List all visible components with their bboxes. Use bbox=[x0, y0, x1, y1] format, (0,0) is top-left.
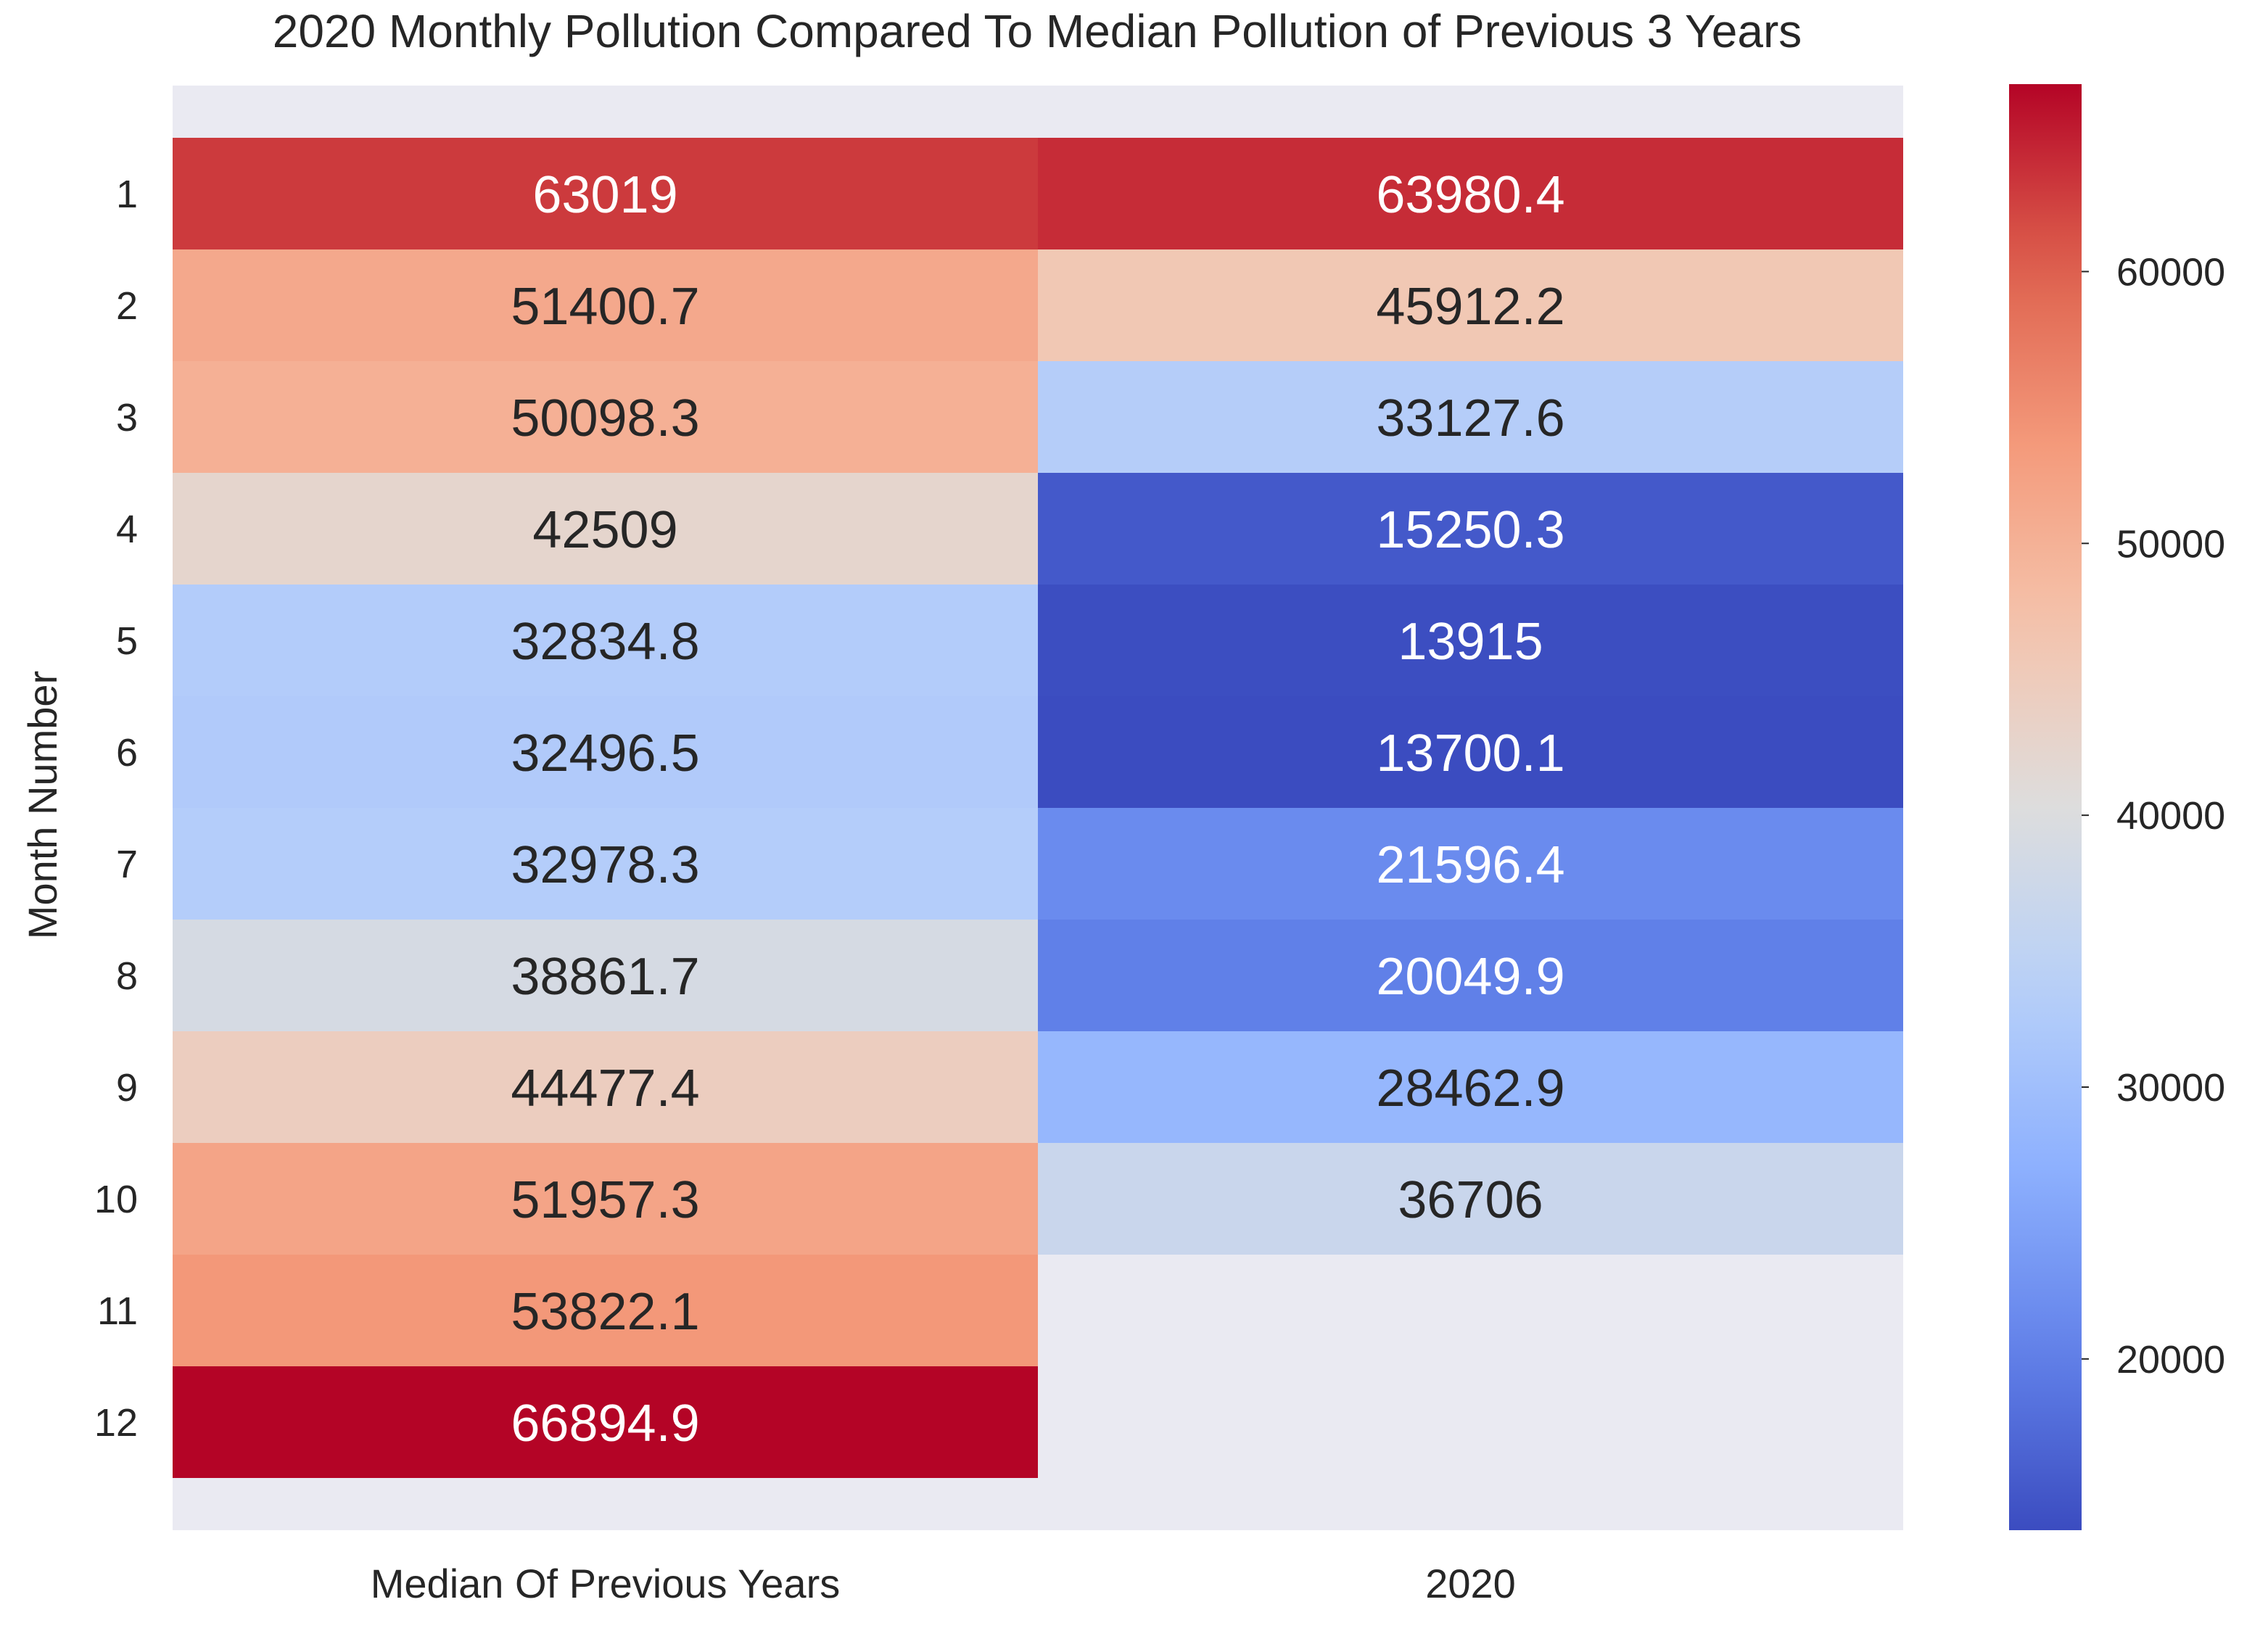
cell-value-label: 63019 bbox=[532, 166, 677, 224]
cell-value-label: 28462.9 bbox=[1376, 1060, 1564, 1118]
heatmap-cell bbox=[173, 920, 1038, 1031]
cell-value-label: 32834.8 bbox=[511, 613, 699, 671]
row-tick-label: 10 bbox=[94, 1178, 138, 1221]
heatmap-cell bbox=[173, 1366, 1038, 1478]
colorbar-tick-label: 60000 bbox=[2116, 250, 2225, 294]
cell-value-label: 44477.4 bbox=[511, 1060, 699, 1118]
heatmap-cell bbox=[1038, 138, 1903, 249]
colorbar bbox=[2009, 84, 2082, 1530]
cell-value-label: 51400.7 bbox=[511, 278, 699, 336]
heatmap-cell bbox=[173, 1031, 1038, 1143]
heatmap-cell bbox=[173, 696, 1038, 808]
colorbar-tick-label: 50000 bbox=[2116, 522, 2225, 566]
cell-value-label: 15250.3 bbox=[1376, 501, 1564, 559]
row-tick-label: 11 bbox=[97, 1289, 138, 1333]
cell-value-label: 21596.4 bbox=[1376, 836, 1564, 894]
row-tick-label: 3 bbox=[116, 396, 138, 439]
colorbar-ticks: 20000 30000 40000 50000 60000 bbox=[2082, 250, 2225, 1382]
column-tick-labels: Median Of Previous Years 2020 bbox=[371, 1561, 1516, 1606]
row-tick-label: 9 bbox=[116, 1066, 138, 1110]
colorbar-tick-label: 30000 bbox=[2116, 1066, 2225, 1110]
heatmap-cell bbox=[1038, 473, 1903, 585]
heatmap-cell bbox=[173, 473, 1038, 585]
cell-value-label: 13915 bbox=[1398, 613, 1543, 671]
cell-value-label: 66894.9 bbox=[511, 1395, 699, 1453]
heatmap-cell bbox=[1038, 696, 1903, 808]
cell-value-label: 13700.1 bbox=[1376, 724, 1564, 783]
heatmap-cell bbox=[173, 1143, 1038, 1255]
heatmap-cell bbox=[173, 1255, 1038, 1366]
row-tick-label: 5 bbox=[116, 619, 138, 663]
heatmap-cell bbox=[173, 138, 1038, 249]
row-tick-label: 4 bbox=[116, 508, 138, 551]
cell-value-label: 51957.3 bbox=[511, 1171, 699, 1229]
row-tick-label: 12 bbox=[94, 1401, 138, 1445]
colorbar-tick-label: 20000 bbox=[2116, 1338, 2225, 1382]
heatmap-cells: 63019 63980.4 51400.7 45912.2 50098.3 33127.6… bbox=[173, 138, 1903, 1478]
cell-value-label: 45912.2 bbox=[1376, 278, 1564, 336]
heatmap-cell bbox=[1038, 361, 1903, 473]
heatmap-cell bbox=[173, 585, 1038, 696]
row-tick-label: 1 bbox=[116, 173, 138, 216]
column-tick-label: 2020 bbox=[1425, 1561, 1516, 1606]
heatmap-cell bbox=[1038, 249, 1903, 361]
heatmap-cell bbox=[173, 249, 1038, 361]
cell-value-label: 38861.7 bbox=[511, 948, 699, 1006]
colorbar-tick-label: 40000 bbox=[2116, 794, 2225, 838]
cell-value-label: 20049.9 bbox=[1376, 948, 1564, 1006]
cell-value-label: 63980.4 bbox=[1376, 166, 1564, 224]
chart-title: 2020 Monthly Pollution Compared To Media… bbox=[273, 5, 1802, 57]
heatmap-cell bbox=[173, 361, 1038, 473]
heatmap-cell bbox=[173, 808, 1038, 920]
heatmap-cell bbox=[1038, 1143, 1903, 1255]
row-tick-label: 2 bbox=[116, 284, 138, 328]
cell-value-label: 33127.6 bbox=[1376, 389, 1564, 447]
cell-value-label: 36706 bbox=[1398, 1171, 1543, 1229]
cell-value-label: 32496.5 bbox=[511, 724, 699, 783]
cell-value-label: 32978.3 bbox=[511, 836, 699, 894]
y-axis-label: Month Number bbox=[20, 671, 65, 939]
cell-value-label: 50098.3 bbox=[511, 389, 699, 447]
cell-value-label: 42509 bbox=[532, 501, 677, 559]
row-tick-label: 6 bbox=[116, 731, 138, 775]
heatmap-cell bbox=[1038, 585, 1903, 696]
heatmap-cell bbox=[1038, 808, 1903, 920]
column-tick-label: Median Of Previous Years bbox=[371, 1561, 840, 1606]
cell-value-label: 53822.1 bbox=[511, 1283, 699, 1341]
row-tick-label: 8 bbox=[116, 954, 138, 998]
heatmap-cell bbox=[1038, 1031, 1903, 1143]
row-tick-label: 7 bbox=[116, 843, 138, 886]
heatmap-cell bbox=[1038, 920, 1903, 1031]
